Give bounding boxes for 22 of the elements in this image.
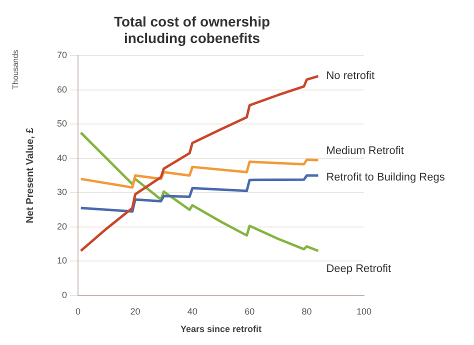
series-label: Retrofit to Building Regs (326, 172, 446, 184)
x-tick-label: 0 (76, 306, 81, 316)
series-label: Medium Retrofit (326, 145, 404, 158)
y-tick-label: 0 (62, 290, 68, 300)
x-axis-title: Years since retrofit (180, 324, 262, 334)
y-tick-label: 50 (56, 118, 68, 129)
x-tick-label: 80 (302, 306, 312, 316)
x-tick-label: 40 (187, 306, 198, 316)
y-tick-label: 70 (56, 50, 68, 60)
y-tick-label: 20 (56, 221, 68, 232)
y-tick-label: 30 (56, 187, 68, 198)
series-label: No retrofit (326, 70, 375, 82)
x-tick-label: 100 (356, 306, 372, 316)
y-tick-label: 10 (56, 256, 68, 266)
text: Thousands (11, 50, 20, 90)
chart-title: Total cost of ownership including cobenefits (114, 13, 270, 46)
y-tick-label: 60 (56, 84, 68, 94)
x-tick-label: 20 (130, 306, 140, 316)
y-tick-label: 40 (56, 152, 68, 163)
series-label: Deep Retrofit (326, 262, 392, 275)
y-axis-title: Net Present Value, £ (24, 127, 36, 224)
x-tick-label: 60 (244, 306, 255, 316)
